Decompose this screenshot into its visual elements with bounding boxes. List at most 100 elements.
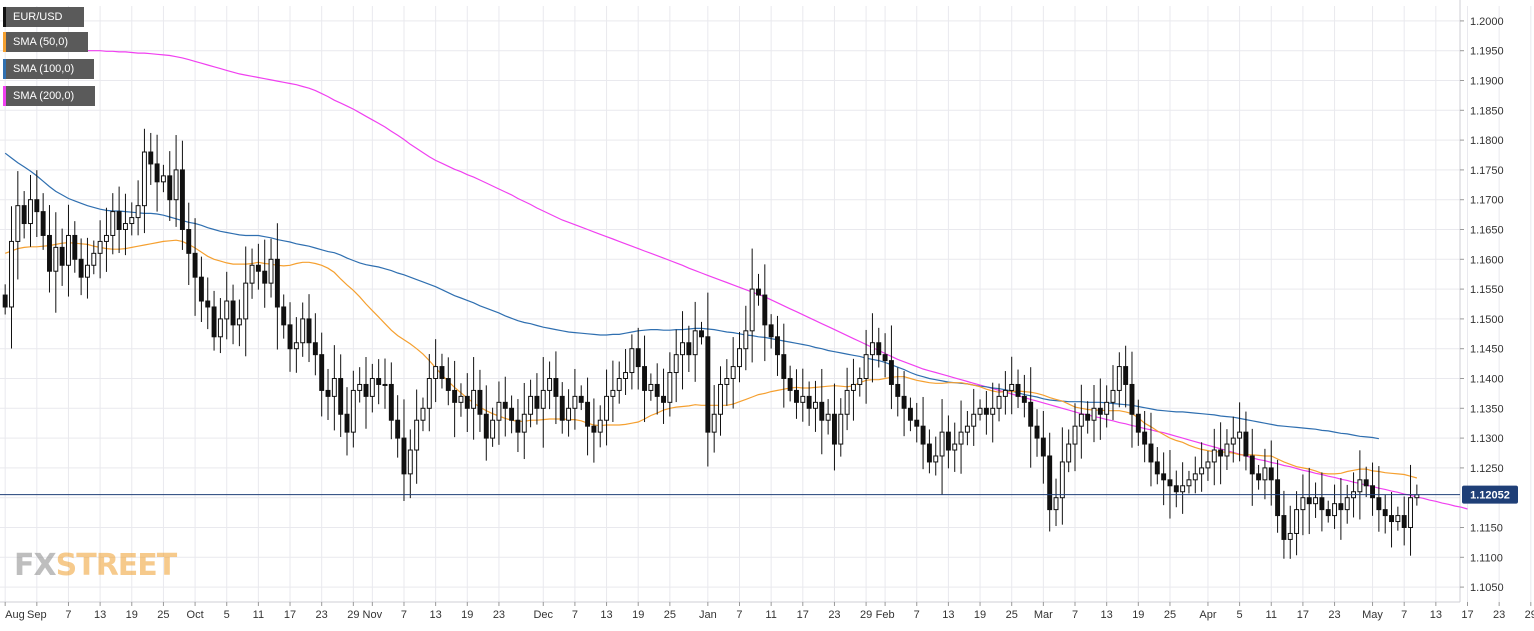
candle-body-16 xyxy=(103,234,109,242)
candle-body-212 xyxy=(1344,497,1350,511)
x-tick-label-3: 13 xyxy=(94,609,106,621)
current-price-line-layer: 1.12052 xyxy=(0,485,1518,504)
candle-175 xyxy=(1110,365,1116,421)
candle-body-46 xyxy=(293,342,299,350)
candle-7 xyxy=(47,205,52,293)
candle-209 xyxy=(1325,500,1331,523)
candle-body-3 xyxy=(21,205,27,225)
candle-179 xyxy=(1135,399,1141,446)
candle-88 xyxy=(559,382,565,434)
candle-62 xyxy=(395,395,401,458)
candle-body-94 xyxy=(597,419,603,433)
candle-174 xyxy=(1104,385,1110,428)
candle-177 xyxy=(1123,345,1129,408)
candle-body-5 xyxy=(34,199,40,213)
candle-167 xyxy=(1059,427,1065,525)
candle-body-114 xyxy=(724,378,730,385)
candle-body-24 xyxy=(154,163,160,183)
candle-body-150 xyxy=(952,443,958,451)
candle-129 xyxy=(819,368,825,455)
candle-121 xyxy=(768,314,774,349)
candle-188 xyxy=(1192,456,1198,494)
candle-body-106 xyxy=(673,354,679,374)
candle-17 xyxy=(110,193,116,255)
candle-165 xyxy=(1047,432,1053,532)
candle-84 xyxy=(534,373,540,425)
candle-44 xyxy=(281,294,287,339)
candle-37 xyxy=(236,299,242,347)
candle-body-72 xyxy=(458,395,464,403)
y-tick-label-14: 1.1300 xyxy=(1470,433,1504,445)
candle-79 xyxy=(502,376,508,437)
candle-body-177 xyxy=(1123,366,1129,385)
candle-184 xyxy=(1167,450,1173,519)
candle-body-156 xyxy=(990,407,996,415)
candle-body-32 xyxy=(205,300,211,308)
candle-body-18 xyxy=(116,211,122,230)
x-axis: Aug Sep 7 13 19 25 Oct 5 11 17 23 29 Nov 7 13 19 23 Dec 7 1… xyxy=(4,602,1534,621)
fxstreet-logo: FXSTREET xyxy=(14,548,177,583)
candle-147 xyxy=(933,436,939,476)
x-tick-label-36: 19 xyxy=(1132,609,1144,621)
candle-body-37 xyxy=(236,318,242,326)
candle-body-68 xyxy=(433,366,439,379)
candle-206 xyxy=(1306,467,1312,535)
candle-104 xyxy=(661,368,666,424)
candle-137 xyxy=(869,313,875,383)
candle-204 xyxy=(1294,491,1300,556)
candle-48 xyxy=(306,294,312,363)
y-tick-label-5: 1.1750 xyxy=(1470,165,1504,177)
candle-body-33 xyxy=(211,306,217,338)
candle-body-9 xyxy=(59,246,65,266)
candle-body-102 xyxy=(648,383,654,391)
x-tick-label-13: 7 xyxy=(401,609,407,621)
candle-114 xyxy=(724,359,730,406)
legend-sma100[interactable]: SMA (100,0) xyxy=(3,59,94,79)
candle-75 xyxy=(477,369,483,432)
candle-body-42 xyxy=(268,258,274,284)
x-tick-label-47: 23 xyxy=(1493,609,1505,621)
candle-body-167 xyxy=(1059,461,1065,499)
candle-body-197 xyxy=(1249,455,1255,475)
candle-body-118 xyxy=(749,288,755,332)
candle-197 xyxy=(1249,428,1255,506)
candle-body-110 xyxy=(699,330,704,338)
legend-sma50[interactable]: SMA (50,0) xyxy=(3,32,88,52)
candle-body-78 xyxy=(496,401,502,421)
candle-body-64 xyxy=(407,449,413,475)
candle-83 xyxy=(528,379,534,428)
candle-body-15 xyxy=(97,240,103,254)
candle-body-205 xyxy=(1300,497,1306,511)
candle-body-69 xyxy=(439,366,445,379)
x-tick-label-18: 7 xyxy=(572,609,578,621)
legend-eurusd[interactable]: EUR/USD xyxy=(3,7,84,27)
x-tick-label-0: Aug xyxy=(5,609,25,621)
candle-72 xyxy=(458,383,464,417)
candle-body-194 xyxy=(1230,437,1236,445)
candle-193 xyxy=(1224,429,1230,470)
candle-body-7 xyxy=(47,234,52,272)
x-tick-label-10: 23 xyxy=(316,609,328,621)
candle-body-188 xyxy=(1192,473,1198,481)
candle-215 xyxy=(1363,466,1369,498)
candle-body-155 xyxy=(983,407,989,415)
candle-68 xyxy=(433,339,439,403)
candle-body-11 xyxy=(72,234,78,260)
candle-body-80 xyxy=(509,407,515,421)
candle-body-201 xyxy=(1275,479,1281,517)
candle-body-143 xyxy=(907,407,913,421)
candle-149 xyxy=(945,415,951,469)
candle-110 xyxy=(699,321,704,345)
legend-sma200[interactable]: SMA (200,0) xyxy=(3,86,95,106)
y-tick-label-10: 1.1500 xyxy=(1470,314,1504,326)
candle-61 xyxy=(388,362,394,440)
legend-swatch-sma50 xyxy=(3,32,6,52)
candle-body-160 xyxy=(1015,383,1021,397)
candle-body-91 xyxy=(578,395,584,403)
candle-190 xyxy=(1205,450,1211,481)
y-tick-label-8: 1.1600 xyxy=(1470,254,1504,266)
x-tick-label-34: 7 xyxy=(1072,609,1078,621)
candle-192 xyxy=(1218,422,1224,485)
candle-body-122 xyxy=(775,336,780,356)
